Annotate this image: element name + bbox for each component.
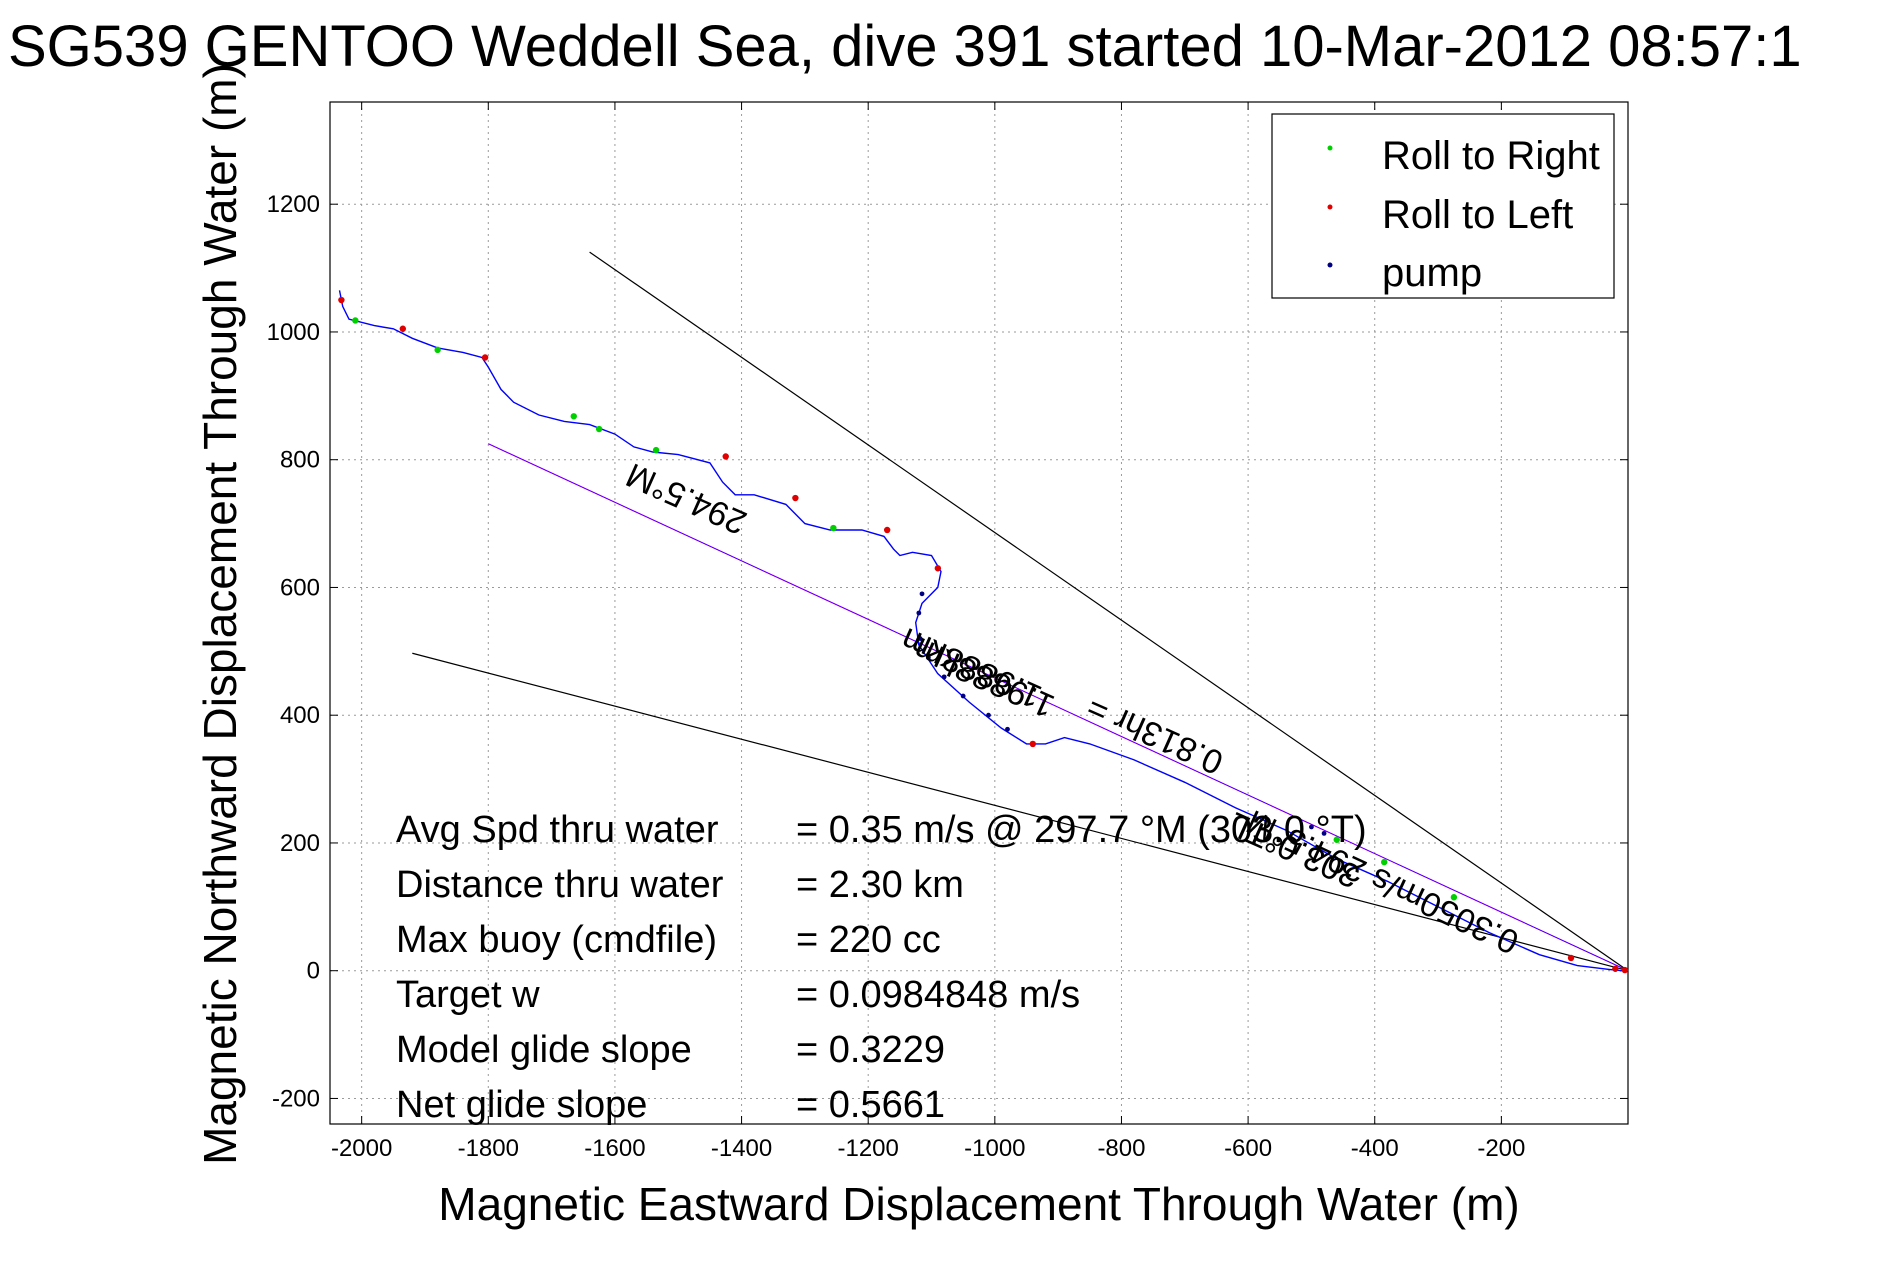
y-tick-label: 200 xyxy=(280,830,320,857)
stat-value: = 0.0984848 m/s xyxy=(796,974,1080,1016)
x-tick-label: -1600 xyxy=(584,1135,645,1162)
y-tick-label: 0 xyxy=(307,958,320,985)
y-tick-label: 400 xyxy=(280,702,320,729)
x-tick-label: -800 xyxy=(1097,1135,1145,1162)
x-tick-label: -2000 xyxy=(331,1135,392,1162)
roll-right-point xyxy=(352,317,359,324)
pump-point xyxy=(917,636,923,641)
roll-left-point xyxy=(934,565,942,572)
y-tick-label: 1000 xyxy=(267,319,320,346)
legend-marker-roll-right xyxy=(1327,145,1333,151)
stat-value: = 220 cc xyxy=(796,919,941,961)
y-tick-label: 800 xyxy=(280,447,320,474)
y-axis-ticks: -200 0 200 400 600 800 1000 1200 xyxy=(267,191,1628,1112)
annotations: 294.5°M0.3050m/s 294.5°M1.9888km0.813hr … xyxy=(621,455,1525,961)
roll-right-point xyxy=(652,446,660,454)
legend: Roll to Right Roll to Left pump xyxy=(1271,113,1615,299)
stat-value: = 0.3229 xyxy=(796,1029,945,1071)
y-tick-label: 600 xyxy=(280,574,320,601)
roll-left-point xyxy=(1612,965,1619,972)
rotated-annotation: 0.813hr = xyxy=(1081,688,1229,782)
roll-left-point xyxy=(883,526,891,534)
roll-right-point xyxy=(570,413,577,420)
roll-left-point xyxy=(338,296,345,304)
y-tick-label: -200 xyxy=(272,1085,320,1112)
x-tick-label: -400 xyxy=(1351,1135,1399,1162)
legend-label-roll-right: Roll to Right xyxy=(1382,134,1600,178)
roll-right-point xyxy=(1450,894,1458,901)
roll-right-point xyxy=(434,346,441,354)
guide-lines xyxy=(412,251,1629,972)
guide-line xyxy=(488,443,1629,971)
stat-value: = 2.30 km xyxy=(796,864,964,906)
stat-label: Net glide slope xyxy=(396,1084,647,1126)
stat-label: Distance thru water xyxy=(396,864,724,906)
pump-point xyxy=(925,655,931,661)
pump-point xyxy=(986,712,991,718)
chart-title: SG539 GENTOO Weddell Sea, dive 391 start… xyxy=(8,14,1802,79)
roll-left-point xyxy=(399,325,407,332)
y-tick-label: 1200 xyxy=(267,191,320,218)
roll-left-point xyxy=(1029,740,1037,748)
roll-right-point xyxy=(830,524,837,532)
roll-left-point xyxy=(1621,966,1629,974)
pump-point xyxy=(941,674,947,680)
stat-label: Avg Spd thru water xyxy=(396,809,719,851)
pump-point xyxy=(1309,824,1314,830)
x-tick-label: -600 xyxy=(1224,1135,1272,1162)
x-tick-label: -1800 xyxy=(458,1135,519,1162)
x-axis-ticks: -2000 -1800 -1600 -1400 -1200 -1000 -800 -600 -4… xyxy=(331,102,1525,1162)
guide-line xyxy=(412,652,1629,972)
guide-line xyxy=(589,251,1629,972)
roll-pump-markers xyxy=(338,296,1629,974)
stat-label: Model glide slope xyxy=(396,1029,692,1071)
pump-point xyxy=(960,693,966,699)
roll-left-point xyxy=(722,453,729,460)
pump-point xyxy=(919,591,925,597)
pump-point xyxy=(1005,726,1010,732)
x-axis-label: Magnetic Eastward Displacement Through W… xyxy=(438,1178,1519,1230)
stat-label: Max buoy (cmdfile) xyxy=(396,919,717,961)
x-tick-label: -1000 xyxy=(964,1135,1025,1162)
x-tick-label: -200 xyxy=(1477,1135,1525,1162)
track-series xyxy=(338,290,1628,972)
pump-point xyxy=(916,610,922,616)
roll-right-point xyxy=(595,425,603,433)
legend-label-pump: pump xyxy=(1382,251,1482,295)
y-axis-label: Magnetic Northward Displacement Through … xyxy=(194,63,246,1165)
pump-point xyxy=(1321,830,1327,836)
stats-block: Avg Spd thru water = 0.35 m/s @ 297.7 °M … xyxy=(396,809,1367,1126)
x-tick-label: -1200 xyxy=(837,1135,898,1162)
roll-left-point xyxy=(1567,954,1575,962)
stat-value: = 0.5661 xyxy=(796,1084,945,1126)
roll-left-point xyxy=(481,354,489,361)
stat-value: = 0.35 m/s @ 297.7 °M (303.0 °T) xyxy=(796,809,1367,851)
roll-right-point xyxy=(1381,858,1388,866)
roll-left-point xyxy=(792,494,799,502)
legend-marker-roll-left xyxy=(1327,204,1333,210)
plot-area-frame xyxy=(329,101,1629,1125)
x-tick-label: -1400 xyxy=(711,1135,772,1162)
rotated-annotation: 294.5°M xyxy=(621,455,752,541)
stat-label: Target w xyxy=(396,974,540,1016)
roll-right-point xyxy=(1333,836,1340,843)
legend-label-roll-left: Roll to Left xyxy=(1382,193,1573,237)
legend-marker-pump xyxy=(1327,262,1333,268)
track-line xyxy=(338,290,1628,972)
